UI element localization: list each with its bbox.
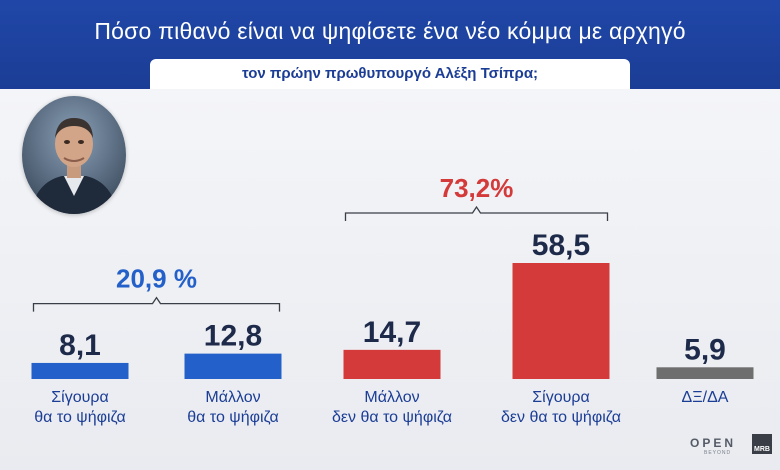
category-label-1-0: Μάλλον (205, 389, 260, 406)
bar-0 (31, 362, 129, 379)
category-label-2-0: Μάλλον (364, 389, 419, 406)
value-label-3: 58,5 (532, 229, 590, 262)
open-logo-sub: BEYOND (704, 450, 732, 456)
value-label-0: 8,1 (59, 329, 101, 362)
subtitle-tab (150, 59, 630, 89)
portrait-image (22, 96, 126, 214)
bar-1 (184, 353, 282, 379)
bar-4 (656, 367, 754, 379)
bar-2 (343, 349, 441, 379)
value-label-2: 14,7 (363, 316, 421, 349)
politician-portrait (22, 96, 126, 214)
group-bracket-1 (344, 205, 609, 221)
open-logo: OPEN (690, 436, 737, 450)
category-label-1-1: θα το ψήφιζα (187, 409, 279, 426)
category-label-3-0: Σίγουρα (532, 389, 589, 406)
mrb-logo: MRB (752, 434, 772, 454)
category-label-4-0: ΔΞ/ΔΑ (682, 389, 729, 406)
page-title: Πόσο πιθανό είναι να ψηφίσετε ένα νέο κό… (94, 18, 686, 44)
group-bracket-0 (32, 296, 281, 312)
bar-3 (512, 263, 610, 379)
group-total-label-1: 73,2% (440, 173, 514, 203)
group-total-label-0: 20,9 % (116, 264, 197, 294)
value-label-4: 5,9 (684, 333, 726, 366)
category-label-0-1: θα το ψήφιζα (34, 409, 126, 426)
category-label-2-1: δεν θα το ψήφιζα (332, 409, 452, 426)
category-label-3-1: δεν θα το ψήφιζα (501, 409, 621, 426)
category-label-0-0: Σίγουρα (51, 389, 108, 406)
value-label-1: 12,8 (204, 320, 262, 353)
chart-panel (0, 89, 780, 470)
page-subtitle: τον πρώην πρωθυπουργό Αλέξη Τσίπρα; (241, 65, 539, 82)
